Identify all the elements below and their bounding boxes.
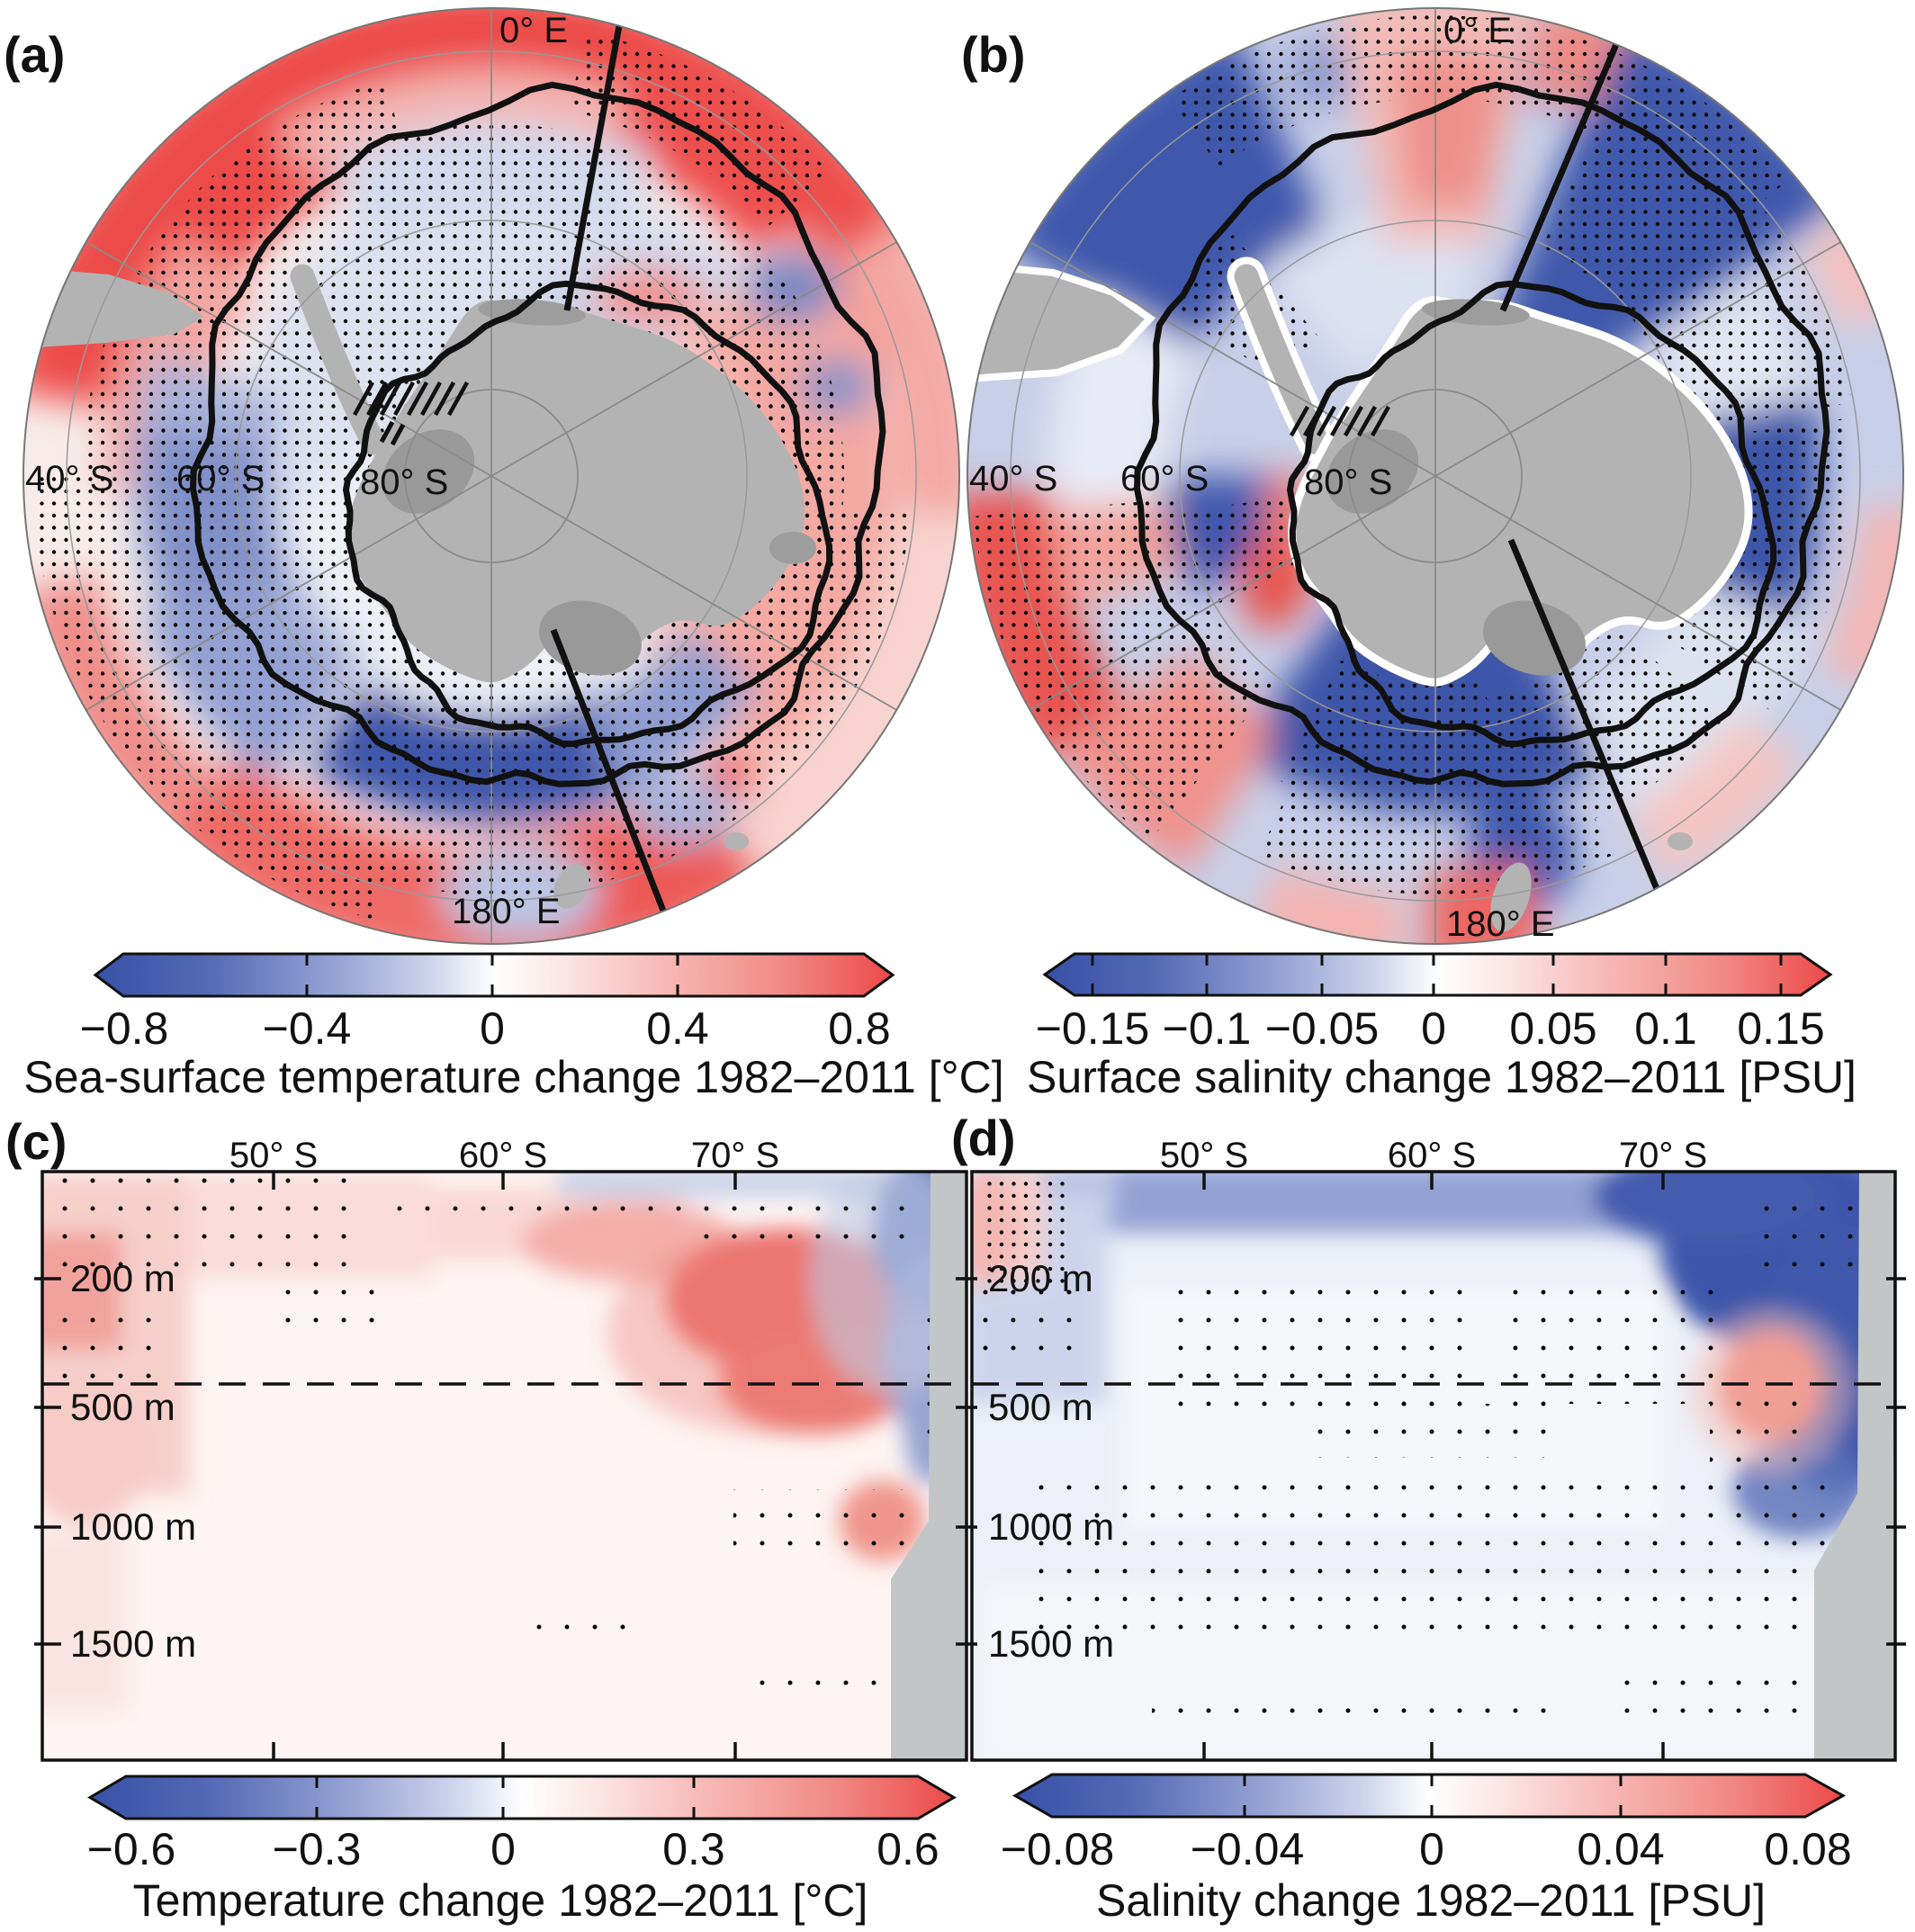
- svg-text:0: 0: [480, 1003, 505, 1054]
- svg-text:0.8: 0.8: [828, 1003, 891, 1054]
- svg-text:80° S: 80° S: [1304, 463, 1392, 502]
- svg-text:−0.1: −0.1: [1163, 1003, 1252, 1054]
- svg-text:0.1: 0.1: [1634, 1003, 1697, 1054]
- svg-text:0.4: 0.4: [646, 1003, 709, 1054]
- svg-text:500 m: 500 m: [988, 1386, 1093, 1428]
- svg-text:1500 m: 1500 m: [70, 1622, 196, 1665]
- svg-text:−0.04: −0.04: [1191, 1824, 1305, 1874]
- svg-text:0° E: 0° E: [1443, 11, 1512, 50]
- svg-text:70° S: 70° S: [1619, 1136, 1707, 1175]
- svg-text:200 m: 200 m: [70, 1257, 175, 1299]
- svg-text:(c): (c): [5, 1113, 67, 1170]
- svg-text:0: 0: [1421, 1003, 1446, 1054]
- svg-text:500 m: 500 m: [70, 1386, 175, 1428]
- svg-text:Salinity change 1982–2011 [PSU: Salinity change 1982–2011 [PSU]: [1096, 1875, 1766, 1926]
- svg-text:−0.3: −0.3: [273, 1824, 362, 1874]
- svg-text:60° S: 60° S: [1120, 459, 1209, 499]
- svg-text:80° S: 80° S: [360, 463, 448, 502]
- svg-text:0.3: 0.3: [662, 1824, 725, 1874]
- svg-text:Surface salinity change 1982–2: Surface salinity change 1982–2011 [PSU]: [1027, 1052, 1857, 1102]
- svg-text:−0.4: −0.4: [263, 1003, 352, 1054]
- svg-text:0.05: 0.05: [1509, 1003, 1596, 1054]
- svg-text:0.6: 0.6: [877, 1824, 940, 1874]
- svg-text:1500 m: 1500 m: [988, 1622, 1114, 1665]
- svg-text:180° E: 180° E: [452, 892, 561, 931]
- svg-text:0.08: 0.08: [1764, 1824, 1851, 1874]
- svg-text:70° S: 70° S: [691, 1136, 779, 1175]
- svg-text:60° S: 60° S: [176, 459, 265, 499]
- svg-text:−0.8: −0.8: [80, 1003, 169, 1054]
- svg-text:180° E: 180° E: [1446, 904, 1555, 944]
- svg-text:60° S: 60° S: [1388, 1136, 1476, 1175]
- svg-text:−0.08: −0.08: [1001, 1824, 1115, 1874]
- svg-text:200 m: 200 m: [988, 1257, 1093, 1299]
- svg-text:(b): (b): [961, 26, 1026, 83]
- svg-text:0: 0: [1419, 1824, 1444, 1874]
- svg-text:0° E: 0° E: [499, 11, 568, 50]
- svg-text:0.04: 0.04: [1577, 1824, 1664, 1874]
- svg-text:−0.05: −0.05: [1265, 1003, 1380, 1054]
- svg-text:Sea-surface temperature change: Sea-surface temperature change 1982–2011…: [23, 1052, 1003, 1102]
- svg-text:50° S: 50° S: [229, 1136, 318, 1175]
- svg-text:Temperature change 1982–2011 [: Temperature change 1982–2011 [°C]: [133, 1875, 868, 1926]
- svg-text:40° S: 40° S: [969, 459, 1057, 499]
- svg-text:1000 m: 1000 m: [70, 1505, 196, 1548]
- svg-text:−0.15: −0.15: [1036, 1003, 1150, 1054]
- svg-text:40° S: 40° S: [25, 459, 113, 499]
- svg-text:−0.6: −0.6: [87, 1824, 176, 1874]
- svg-text:0.15: 0.15: [1737, 1003, 1824, 1054]
- svg-text:1000 m: 1000 m: [988, 1505, 1114, 1548]
- svg-text:(d): (d): [951, 1110, 1016, 1166]
- svg-text:50° S: 50° S: [1160, 1136, 1248, 1175]
- svg-text:60° S: 60° S: [459, 1136, 547, 1175]
- svg-text:0: 0: [490, 1824, 516, 1874]
- svg-text:(a): (a): [4, 26, 65, 83]
